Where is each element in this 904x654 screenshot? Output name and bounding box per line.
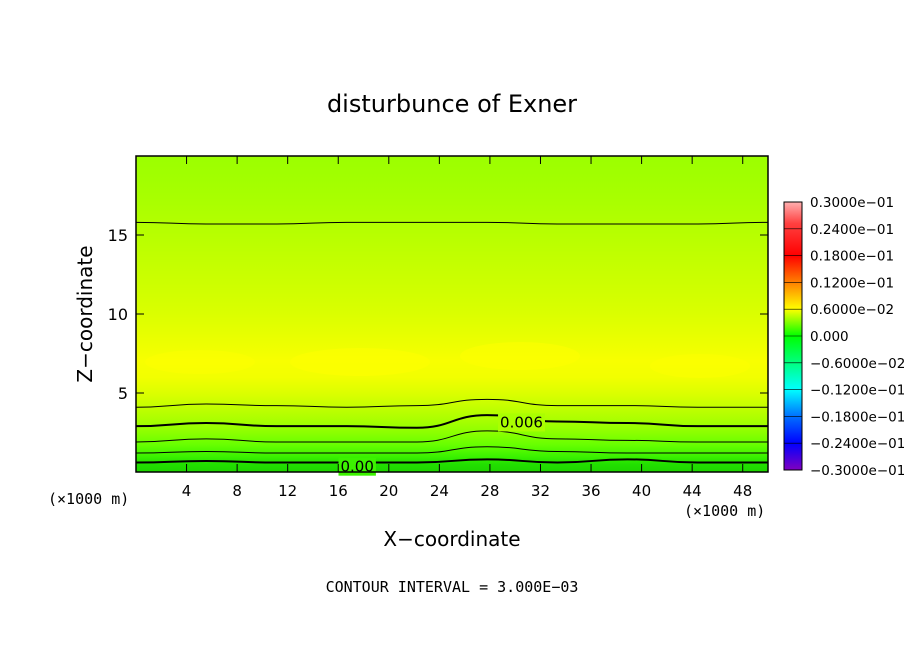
x-tick-label: 36 [581, 482, 600, 500]
x-tick-label: 32 [531, 482, 550, 500]
colorbar-label: −0.2400e−01 [810, 436, 904, 452]
contour-label-bg [338, 457, 376, 476]
y-axis-ticks: 5 10 15 [108, 226, 768, 403]
x-unit-left: (×1000 m) [48, 490, 129, 508]
chart-title: disturbunce of Exner [327, 90, 577, 118]
x-unit-right: (×1000 m) [684, 502, 765, 520]
warm-pocket [460, 342, 580, 370]
x-tick-label: 28 [480, 482, 499, 500]
x-tick-label: 12 [278, 482, 297, 500]
x-tick-label: 40 [632, 482, 651, 500]
contour-labels: 0.006 0.00 [338, 413, 545, 476]
x-tick-label: 4 [182, 482, 192, 500]
colorbar-label: −0.6000e−02 [810, 356, 904, 372]
contour-line [136, 414, 768, 429]
x-tick-label: 44 [683, 482, 702, 500]
contour-line [136, 398, 768, 408]
colorbar-label: 0.1800e−01 [810, 249, 894, 265]
contour-lines [136, 221, 768, 464]
warm-pocket [145, 350, 255, 374]
y-tick-label: 10 [108, 305, 128, 324]
y-tick-label: 15 [108, 226, 128, 245]
colorbar-label: −0.3000e−01 [810, 463, 904, 479]
colorbar-label: 0.2400e−01 [810, 222, 894, 238]
y-axis-label: Z−coordinate [73, 245, 97, 382]
colorbar-label: 0.1200e−01 [810, 275, 894, 291]
x-tick-label: 16 [329, 482, 348, 500]
contour-line [136, 458, 768, 464]
x-tick-label: 48 [733, 482, 752, 500]
x-tick-label: 24 [430, 482, 449, 500]
contour-label-bg [498, 413, 545, 432]
contour-interval-note: CONTOUR INTERVAL = 3.000E−03 [326, 578, 579, 596]
colorbar-label: −0.1200e−01 [810, 383, 904, 399]
x-axis-label: X−coordinate [383, 527, 520, 551]
colorbar-label: 0.000 [810, 329, 849, 345]
colorbar-label: −0.1800e−01 [810, 409, 904, 425]
warm-pocket [290, 348, 430, 376]
contour-line [136, 221, 768, 225]
colorbar-label: 0.6000e−02 [810, 302, 894, 318]
warm-pocket [650, 354, 750, 378]
x-tick-label: 8 [232, 482, 242, 500]
contour-line [136, 446, 768, 454]
colorbar-label: 0.3000e−01 [810, 195, 894, 211]
contour-label: 0.006 [500, 413, 543, 431]
y-tick-label: 5 [118, 384, 128, 403]
contour-line [136, 430, 768, 443]
x-axis-ticks: 4 8 12 16 20 24 28 32 36 40 44 48 [182, 156, 752, 500]
contour-field [136, 156, 768, 472]
contour-label: 0.00 [340, 458, 373, 476]
colorbar-labels: 0.3000e−01 0.2400e−01 0.1800e−01 0.1200e−01… [784, 195, 904, 479]
x-tick-label: 20 [379, 482, 398, 500]
